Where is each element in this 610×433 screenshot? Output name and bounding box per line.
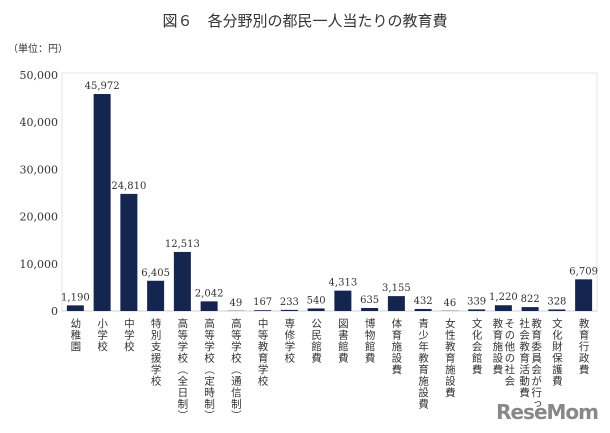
x-tick-label: 高等学校︵全日制︶ <box>176 318 189 422</box>
x-tick-label: 小学校 <box>96 318 109 353</box>
data-label: 45,972 <box>85 81 120 92</box>
bar <box>575 279 593 311</box>
data-label: 6,709 <box>569 266 598 277</box>
data-label: 635 <box>360 295 379 306</box>
bar <box>414 308 432 311</box>
x-tick-label: 中等教育学校 <box>256 318 269 387</box>
data-label: 46 <box>444 298 457 309</box>
data-label: 12,513 <box>165 239 200 250</box>
data-label: 6,405 <box>141 268 170 279</box>
bar <box>93 94 111 311</box>
x-tick-label: 教育委員会が行っ 社会教育活動費 <box>518 318 543 410</box>
x-tick-label: 高等学校︵通信制︶ <box>229 318 242 422</box>
bar <box>200 301 218 311</box>
data-label: 1,220 <box>489 292 518 303</box>
y-tick-label: 20,000 <box>20 211 59 224</box>
data-label: 540 <box>307 295 326 306</box>
x-tick-label: 公民館費 <box>310 318 323 364</box>
bar <box>361 308 379 311</box>
x-tick-label: 図書館費 <box>336 318 349 364</box>
bar <box>173 251 191 311</box>
x-tick-label: 青少年教育施設費 <box>417 318 430 410</box>
bar <box>147 280 165 311</box>
bar <box>468 309 486 311</box>
x-tick-label: 専修学校 <box>283 318 296 364</box>
bar <box>280 309 298 311</box>
x-tick-label: 幼稚園 <box>69 318 82 353</box>
y-tick-label: 0 <box>51 305 58 318</box>
y-tick-label: 40,000 <box>20 116 59 129</box>
data-label: 339 <box>467 296 486 307</box>
bar <box>334 290 352 311</box>
data-label: 24,810 <box>111 181 146 192</box>
data-label: 432 <box>414 296 433 307</box>
x-tick-label: 体育施設費 <box>390 318 403 376</box>
data-label: 328 <box>547 296 566 307</box>
bar <box>387 296 405 311</box>
data-label: 167 <box>253 297 272 308</box>
x-tick-label: 博物館費 <box>363 318 376 364</box>
unit-label: （単位：円） <box>8 44 68 55</box>
bar <box>521 307 539 311</box>
data-label: 49 <box>230 298 243 309</box>
x-tick-label: 女性教育施設費 <box>443 318 456 399</box>
x-tick-label: 文化財保護費 <box>550 318 563 387</box>
y-tick-label: 10,000 <box>20 258 59 271</box>
x-tick-label: 教育行政費 <box>577 318 590 376</box>
data-label: 2,042 <box>195 288 224 299</box>
data-label: 822 <box>521 294 540 305</box>
bar <box>548 309 566 311</box>
x-tick-label: 特別支援学校 <box>149 318 162 387</box>
x-tick-label: 中学校 <box>122 318 135 353</box>
resemom-logo: ReseMom <box>496 400 599 424</box>
data-label: 3,155 <box>382 283 411 294</box>
bar <box>120 193 138 311</box>
x-tick-label: その他の社会 教育施設費 <box>491 318 516 387</box>
bar <box>66 305 84 311</box>
data-label: 1,190 <box>61 292 90 303</box>
bar <box>254 310 272 311</box>
bar <box>494 305 512 311</box>
y-tick-label: 30,000 <box>20 163 59 176</box>
data-label: 4,313 <box>329 278 358 289</box>
bar <box>307 308 325 311</box>
y-tick-label: 50,000 <box>20 69 59 82</box>
x-tick-label: 文化会館費 <box>470 318 483 376</box>
x-tick-label: 高等学校︵定時制︶ <box>203 318 216 422</box>
chart-title: 図６ 各分野別の都民一人当たりの教育費 <box>162 12 448 30</box>
data-label: 233 <box>280 297 299 308</box>
